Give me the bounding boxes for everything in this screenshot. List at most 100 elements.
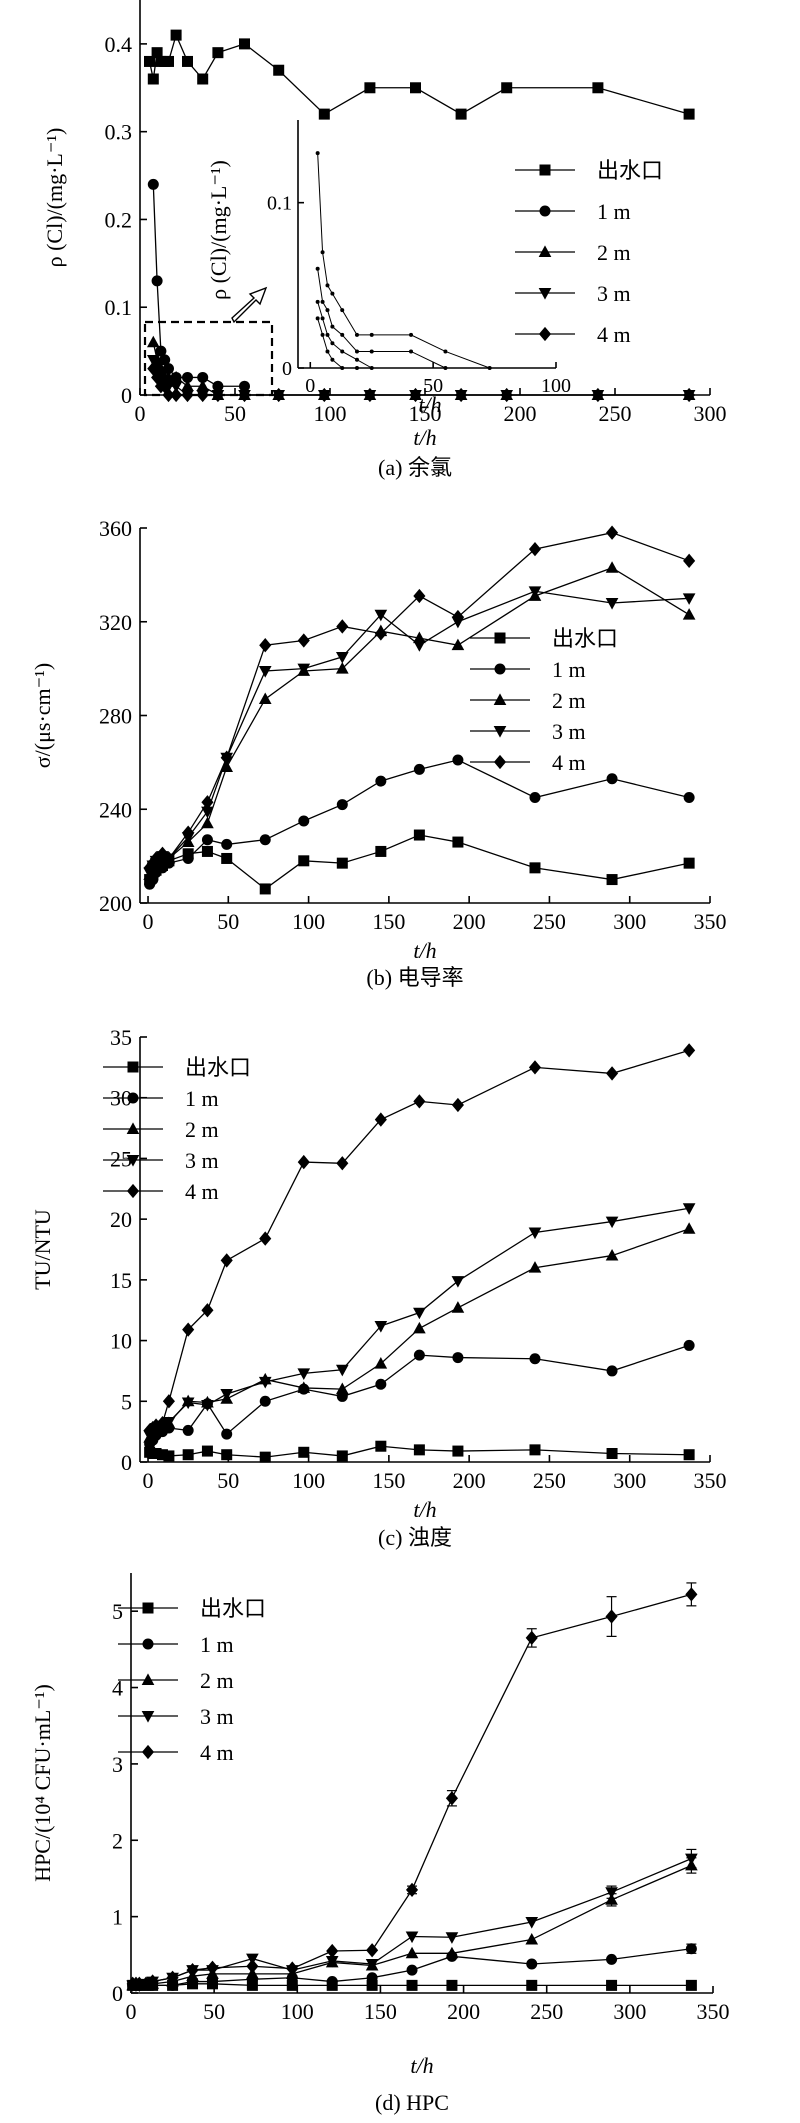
series-line: [149, 567, 690, 876]
legend-marker: [538, 326, 552, 342]
data-point: [297, 1381, 311, 1393]
data-point: [163, 55, 174, 67]
inset-data-point: [354, 366, 359, 370]
data-point: [162, 851, 175, 866]
inset-y-axis-label: ρ (Cl)/(mg·L⁻¹): [206, 160, 231, 300]
data-point: [221, 1449, 233, 1461]
data-point: [182, 1424, 194, 1436]
data-point: [406, 1964, 418, 1976]
data-point: [683, 1043, 696, 1058]
data-point: [452, 1445, 464, 1457]
data-point: [182, 1322, 195, 1337]
chart-panel-a: 0 50 100 150 200 250 300 0 0.1 0.2 0.3 0.4 t/h ρ (Cl)…: [42, 0, 727, 480]
data-point: [606, 525, 619, 540]
data-point: [685, 1943, 697, 1955]
data-point: [413, 1094, 426, 1109]
legend-label: 4 m: [552, 750, 586, 775]
panel-caption: (d) HPC: [375, 2090, 449, 2115]
data-point: [150, 1418, 163, 1433]
legend-marker: [539, 164, 551, 176]
data-point: [220, 1389, 234, 1401]
x-tick-label: 250: [599, 401, 632, 426]
x-axis-label: t/h: [410, 2053, 433, 2078]
data-point: [683, 553, 696, 568]
data-point: [455, 108, 467, 120]
legend: 出水口 1 m 2 m 3 m 4 m: [515, 158, 663, 347]
x-tick-label: 150: [372, 1468, 405, 1493]
data-point: [297, 1154, 310, 1170]
data-point: [605, 1248, 619, 1261]
data-point: [451, 1301, 465, 1313]
series-出水口: [144, 29, 695, 120]
inset-data-point: [354, 357, 359, 362]
data-point: [374, 1357, 388, 1369]
legend-label: 出水口: [200, 1596, 266, 1621]
data-point: [413, 631, 426, 644]
data-point: [259, 1395, 271, 1407]
x-tick-label: 300: [694, 401, 727, 426]
data-point: [221, 838, 233, 850]
data-point: [220, 1253, 233, 1268]
data-point: [525, 1630, 538, 1646]
inset-data-point: [325, 308, 330, 313]
data-point: [336, 1156, 349, 1171]
data-point: [162, 1394, 175, 1409]
data-point: [239, 380, 250, 392]
legend: 出水口 1 m 2 m 3 m 4 m: [118, 1596, 266, 1765]
legend-marker: [126, 1155, 140, 1167]
data-point: [335, 1364, 349, 1377]
inset-series-line: [317, 318, 357, 369]
data-point: [685, 1853, 698, 1866]
zoom-region-box: [143, 320, 274, 397]
data-point: [259, 638, 272, 653]
data-point: [197, 73, 209, 85]
data-point: [685, 1979, 697, 1991]
data-point: [374, 609, 388, 622]
data-point: [446, 1979, 458, 1991]
legend-label: 2 m: [185, 1117, 219, 1142]
data-point: [405, 1931, 419, 1944]
data-point: [605, 561, 619, 573]
legend-label: 1 m: [597, 199, 631, 224]
legend-marker: [493, 726, 507, 738]
data-point: [685, 1587, 698, 1602]
y-tick-label: 15: [110, 1268, 132, 1293]
inset-series-3 m: [315, 299, 374, 370]
legend: 出水口 1 m 2 m 3 m 4 m: [103, 1055, 251, 1204]
y-tick-label: 3: [112, 1752, 123, 1777]
inset-data-point: [443, 366, 448, 370]
legend-label: 3 m: [597, 281, 631, 306]
legend-marker: [141, 1673, 155, 1685]
inset-series-2 m: [315, 266, 448, 370]
x-tick-label: 0: [143, 909, 154, 934]
data-point: [150, 1448, 162, 1459]
inset-data-point: [487, 366, 492, 370]
legend-marker: [494, 632, 506, 644]
series-line: [152, 184, 245, 387]
data-point: [151, 47, 163, 59]
data-point: [146, 354, 160, 367]
data-point: [336, 1450, 348, 1462]
y-tick-label: 0.3: [105, 120, 133, 145]
x-tick-label: 300: [613, 1468, 646, 1493]
inset-data-point: [325, 332, 330, 337]
panel-caption: (b) 电导率: [366, 965, 463, 990]
data-point: [406, 1979, 418, 1991]
data-point: [451, 1097, 464, 1113]
legend-marker: [493, 693, 507, 705]
inset-data-point: [330, 357, 335, 362]
inset-data-point: [330, 341, 335, 346]
data-point: [413, 640, 426, 652]
data-point: [156, 1415, 169, 1431]
data-point: [298, 1446, 310, 1458]
series-4 m: [143, 1043, 696, 1438]
data-point: [606, 1979, 618, 1991]
y-tick-label: 0.4: [105, 32, 133, 57]
data-point: [297, 663, 311, 676]
legend-label: 出水口: [552, 626, 618, 651]
y-tick-label: 0: [112, 1981, 123, 2006]
data-point: [374, 1112, 387, 1127]
data-point: [170, 387, 183, 403]
legend-label: 2 m: [597, 240, 631, 265]
